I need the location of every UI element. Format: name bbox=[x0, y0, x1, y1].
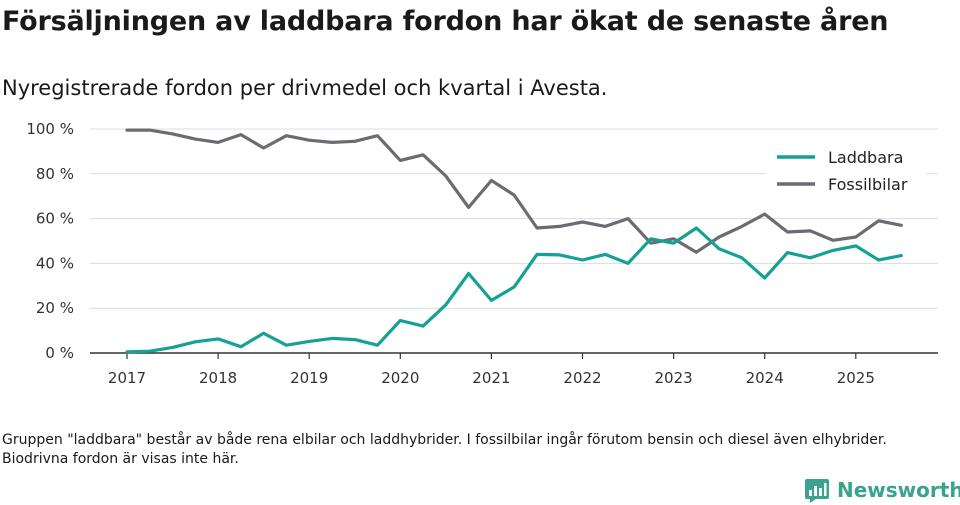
series-line-fossilbilar bbox=[125, 128, 903, 254]
y-tick-label-60: 60 % bbox=[36, 210, 74, 228]
footnote: Gruppen "laddbara" består av både rena e… bbox=[2, 432, 887, 467]
y-tick-label-40: 40 % bbox=[36, 254, 74, 272]
series-line-laddbara bbox=[125, 226, 903, 354]
y-tick-label-0: 0 % bbox=[45, 344, 74, 362]
y-tick-label-100: 100 % bbox=[26, 120, 74, 138]
legend-label-fossilbilar: Fossilbilar bbox=[828, 175, 908, 194]
x-tick-label-2018: 2018 bbox=[199, 369, 237, 387]
chart-subtitle: Nyregistrerade fordon per drivmedel och … bbox=[2, 76, 608, 100]
legend: Laddbara Fossilbilar bbox=[766, 140, 926, 198]
x-tick-label-2022: 2022 bbox=[563, 369, 601, 387]
x-tick-label-2020: 2020 bbox=[381, 369, 419, 387]
x-tick-label-2021: 2021 bbox=[472, 369, 510, 387]
x-tick-label-2019: 2019 bbox=[290, 369, 328, 387]
series-lines bbox=[125, 128, 903, 354]
legend-background bbox=[766, 140, 926, 198]
y-axis-ticks: 0 % 20 % 40 % 60 % 80 % 100 % bbox=[26, 120, 74, 362]
x-tick-label-2024: 2024 bbox=[746, 369, 784, 387]
line-chart: 0 % 20 % 40 % 60 % 80 % 100 % 2017 2018 2019 202… bbox=[26, 120, 938, 387]
legend-label-laddbara: Laddbara bbox=[828, 148, 903, 167]
x-tick-label-2025: 2025 bbox=[837, 369, 875, 387]
y-tick-label-80: 80 % bbox=[36, 165, 74, 183]
newsworthy-logo-icon bbox=[805, 479, 829, 503]
y-tick-label-20: 20 % bbox=[36, 299, 74, 317]
x-tick-label-2023: 2023 bbox=[655, 369, 693, 387]
x-tick-label-2017: 2017 bbox=[108, 369, 146, 387]
brand-name: Newsworthy bbox=[837, 478, 960, 502]
brand-logo[interactable]: Newsworthy bbox=[804, 476, 960, 504]
chart-title: Försäljningen av laddbara fordon har öka… bbox=[2, 6, 889, 37]
x-axis-ticks: 2017 2018 2019 2020 2021 2022 2023 2024 2025 bbox=[108, 353, 875, 387]
